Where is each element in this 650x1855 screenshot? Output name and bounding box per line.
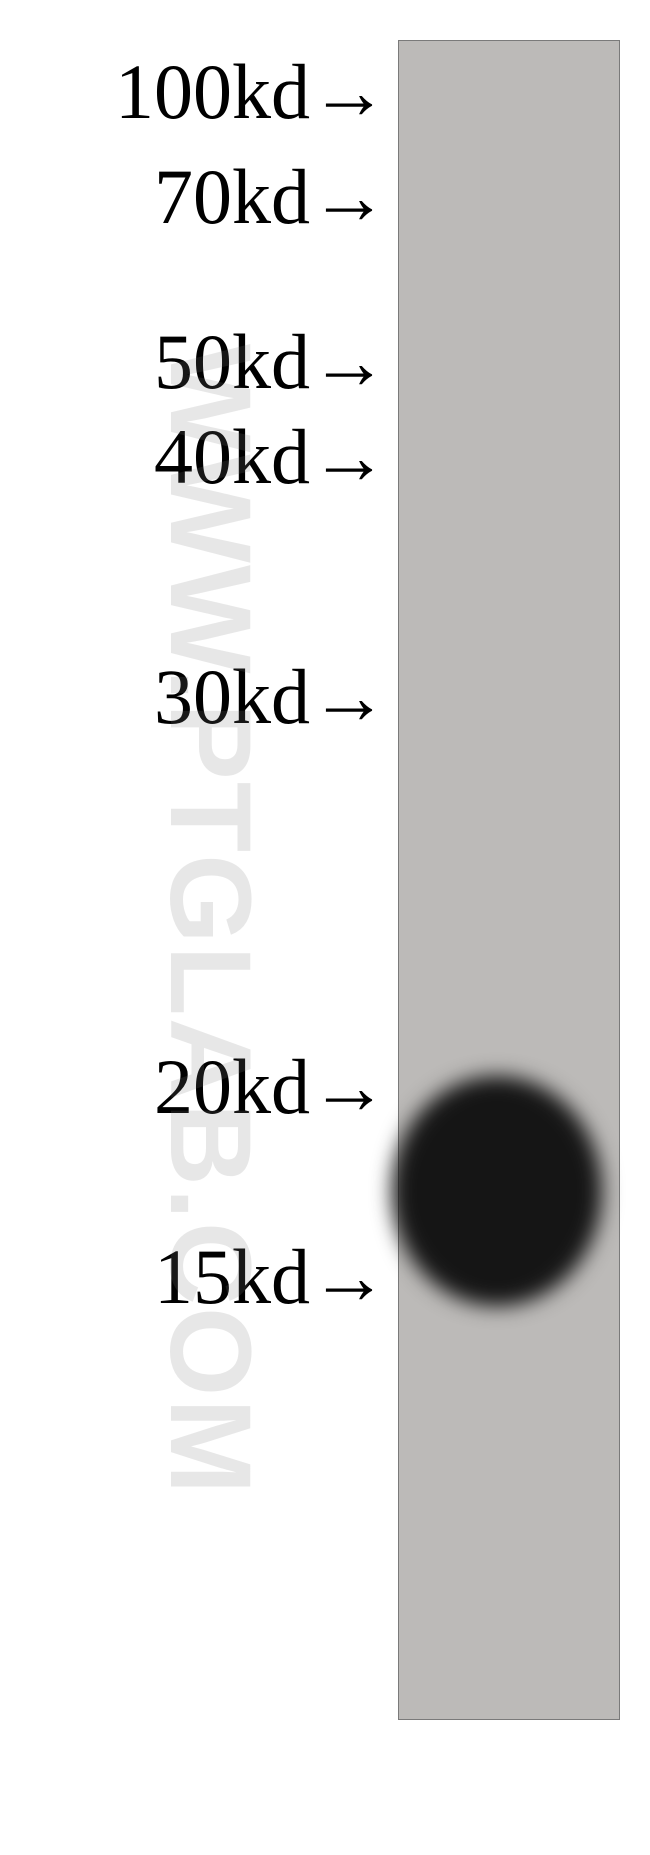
arrow-right-icon: → bbox=[310, 1043, 388, 1130]
arrow-right-icon: → bbox=[310, 653, 388, 740]
arrow-right-icon: → bbox=[310, 318, 388, 405]
arrow-right-icon: → bbox=[310, 1233, 388, 1320]
arrow-right-icon: → bbox=[310, 153, 388, 240]
mw-marker-label: 100kd bbox=[115, 48, 310, 135]
mw-marker-100kd: 100kd→ bbox=[115, 47, 388, 137]
arrow-right-icon: → bbox=[310, 48, 388, 135]
western-blot-figure: 100kd→70kd→50kd→40kd→30kd→20kd→15kd→ WWW… bbox=[0, 0, 650, 1855]
watermark-text: WWW.PTGLAB.COM bbox=[144, 344, 276, 1496]
protein-band bbox=[392, 1076, 602, 1306]
blot-lane bbox=[398, 40, 620, 1720]
mw-marker-70kd: 70kd→ bbox=[154, 152, 388, 242]
arrow-right-icon: → bbox=[310, 413, 388, 500]
mw-marker-label: 70kd bbox=[154, 153, 310, 240]
watermark-label: WWW.PTGLAB.COM bbox=[146, 344, 274, 1496]
